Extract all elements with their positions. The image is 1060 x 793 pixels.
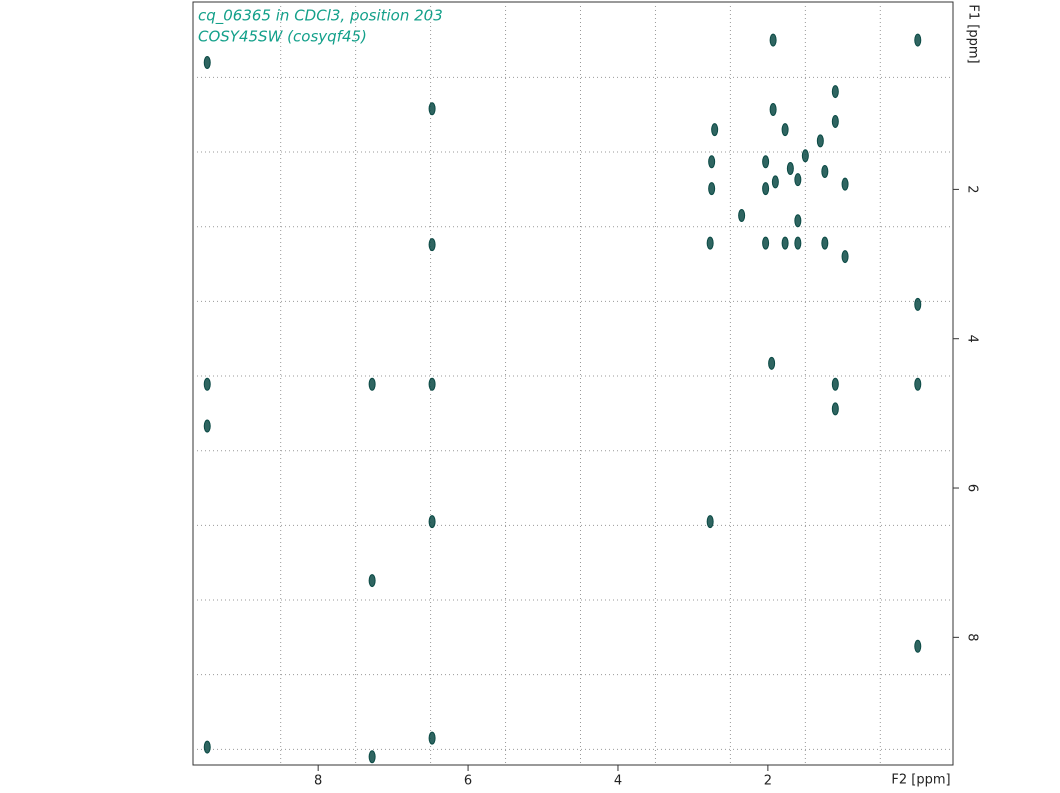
cross-peak	[771, 175, 779, 189]
cross-peak	[794, 214, 802, 228]
cross-peak	[368, 574, 376, 588]
cross-peak	[428, 515, 436, 529]
cross-peak	[914, 297, 922, 311]
cross-peak	[708, 182, 716, 196]
plot-frame	[192, 1, 954, 766]
y-tick-label: 2	[965, 185, 980, 193]
y-axis-label: F1 [ppm]	[966, 4, 981, 63]
cross-peak	[816, 134, 824, 148]
cross-peak	[914, 639, 922, 653]
x-tick-label: 8	[314, 774, 322, 789]
cross-peak	[914, 377, 922, 391]
cross-peak	[203, 55, 211, 69]
cross-peak	[711, 123, 719, 137]
cross-peak	[821, 236, 829, 250]
cross-peak	[781, 236, 789, 250]
cross-peak	[831, 377, 839, 391]
cross-peak	[706, 515, 714, 529]
cross-peak	[708, 155, 716, 169]
cross-peak	[428, 377, 436, 391]
cross-peak	[769, 103, 777, 117]
cross-peak	[794, 236, 802, 250]
cross-peak	[203, 740, 211, 754]
cross-peak	[831, 402, 839, 416]
cross-peak	[203, 419, 211, 433]
cross-peak	[768, 356, 776, 370]
cross-peak	[738, 209, 746, 223]
y-tick-label: 4	[965, 335, 980, 343]
cross-peak	[203, 377, 211, 391]
x-tick-label: 2	[764, 774, 772, 789]
cross-peak	[914, 33, 922, 47]
cross-peak	[786, 161, 794, 175]
cross-peak	[428, 102, 436, 116]
cross-peak	[762, 155, 770, 169]
cross-peak	[794, 173, 802, 187]
chart-title: cq_06365 in CDCl3, position 203	[198, 7, 443, 26]
x-tick-label: 6	[464, 774, 472, 789]
cross-peak	[368, 377, 376, 391]
x-axis-label: F2 [ppm]	[891, 773, 950, 788]
cross-peak	[831, 85, 839, 99]
cross-peak	[762, 182, 770, 196]
cross-peak	[368, 750, 376, 764]
cross-peak	[769, 33, 777, 47]
cross-peak	[781, 123, 789, 137]
cross-peak	[801, 149, 809, 163]
chart-subtitle: COSY45SW (cosyqf45)	[198, 28, 367, 46]
cross-peak	[428, 731, 436, 745]
y-tick-label: 6	[965, 484, 980, 492]
x-tick-label: 4	[614, 774, 622, 789]
cross-peak	[841, 250, 849, 264]
cross-peak	[821, 164, 829, 178]
y-tick-label: 8	[965, 633, 980, 641]
cross-peak	[831, 114, 839, 128]
cross-peak	[428, 238, 436, 252]
cross-peak	[841, 177, 849, 191]
cross-peak	[762, 236, 770, 250]
cross-peak	[706, 236, 714, 250]
